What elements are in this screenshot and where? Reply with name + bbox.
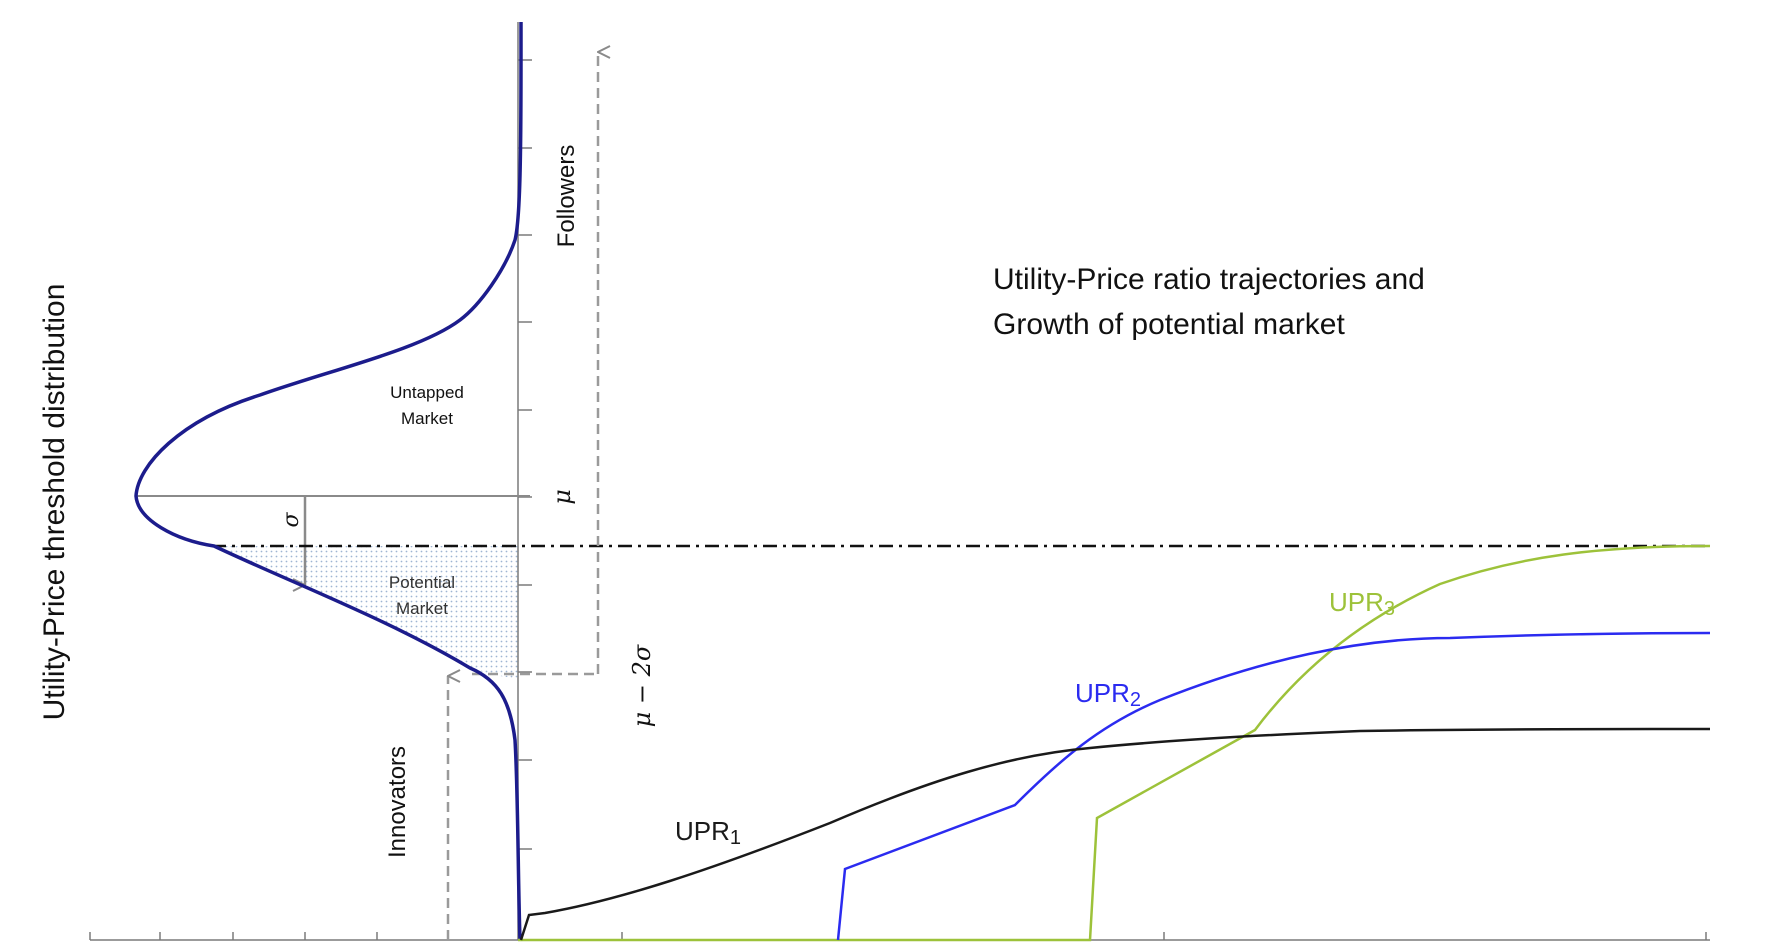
- innovators-label: Innovators: [384, 746, 411, 858]
- potential-market-label-2: Market: [396, 599, 448, 618]
- upr3-label-main: UPR: [1329, 587, 1384, 617]
- upr3-label: UPR3: [1329, 587, 1395, 620]
- upr2-label: UPR2: [1075, 678, 1141, 711]
- threshold-distribution-curve: [134, 22, 523, 941]
- upr3-trajectory: [518, 544, 1711, 942]
- y-axis-ticks: [518, 59, 532, 850]
- sigma-symbol: σ: [279, 512, 304, 528]
- upr3-label-sub: 3: [1384, 598, 1395, 620]
- potential-market-label-1: Potential: [389, 573, 455, 592]
- x-axis-ticks: [89, 932, 1707, 940]
- upr1-label: UPR1: [675, 816, 741, 849]
- upr1-label-sub: 1: [730, 827, 741, 849]
- followers-label: Followers: [553, 145, 580, 248]
- y-axis-label: Utility-Price threshold distribution: [38, 284, 71, 721]
- upr2-label-main: UPR: [1075, 678, 1130, 708]
- untapped-market-label-2: Market: [401, 409, 453, 428]
- untapped-market-label-1: Untapped: [390, 383, 464, 402]
- upr2-label-sub: 2: [1130, 689, 1141, 711]
- diagram-title-line2: Growth of potential market: [993, 308, 1345, 341]
- mu-minus-2sigma-symbol: μ − 2σ: [628, 644, 656, 727]
- mu-symbol: μ: [548, 489, 576, 505]
- upr1-trajectory: [519, 727, 1711, 941]
- diagram-title-line1: Utility-Price ratio trajectories and: [993, 263, 1425, 296]
- upr1-label-main: UPR: [675, 816, 730, 846]
- upr2-trajectory: [836, 631, 1711, 941]
